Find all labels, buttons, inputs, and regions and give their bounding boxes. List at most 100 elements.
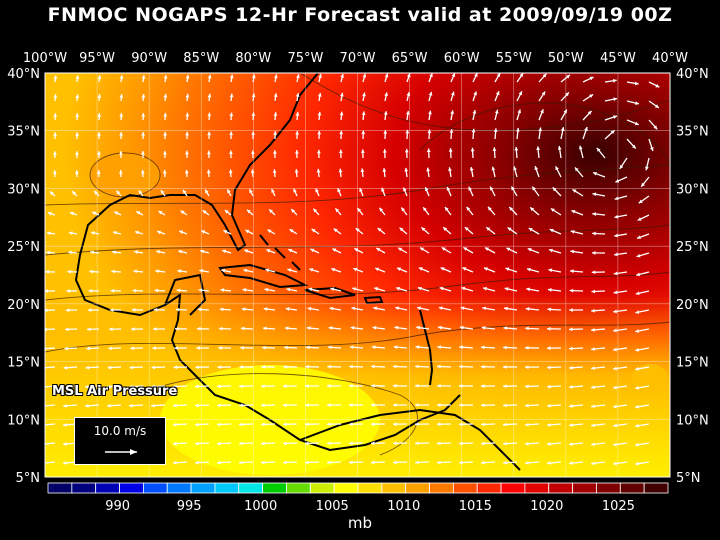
wind-arrow-head — [383, 111, 388, 115]
wind-arrow-head — [584, 127, 588, 131]
wind-arrow-head — [316, 168, 321, 173]
wind-arrow-head — [371, 383, 375, 388]
wind-arrow-head — [218, 326, 223, 331]
wind-arrow-head — [119, 132, 123, 136]
wind-arrow-head — [481, 384, 485, 388]
wind-arrow-head — [468, 186, 472, 191]
latitude-label-right: 20°N — [676, 298, 709, 313]
wind-arrow-head — [415, 383, 419, 388]
wind-arrow-head — [481, 460, 485, 465]
wind-arrow-head — [503, 460, 507, 465]
colorbar-tick-label: 995 — [177, 499, 202, 514]
wind-arrow-head — [649, 147, 654, 152]
wind-arrow-head — [286, 287, 291, 292]
wind-arrow-head — [493, 128, 498, 133]
wind-arrow-head — [239, 422, 243, 427]
wind-arrow-head — [294, 169, 299, 173]
wind-arrow-head — [459, 345, 463, 350]
map-frame — [44, 72, 671, 478]
wind-arrow-head — [635, 329, 640, 333]
wind-arrow-head — [437, 383, 441, 388]
wind-arrow-head — [592, 212, 597, 216]
wind-arrow-head — [399, 227, 404, 232]
wind-arrow-head — [593, 171, 597, 176]
wind-arrow-head — [337, 188, 341, 193]
wind-arrow-head — [437, 403, 441, 407]
wind-arrow-head — [481, 345, 485, 350]
wind-arrow-head — [550, 208, 555, 212]
wind-arrow-head — [591, 327, 595, 332]
reference-vector-box: 10.0 m/s — [74, 417, 166, 465]
wind-arrow-head — [373, 306, 378, 311]
wind-arrow-head — [114, 211, 119, 215]
wind-arrow-head — [532, 186, 536, 191]
coastlines — [74, 73, 521, 471]
wind-arrow-head — [394, 325, 399, 330]
wind-arrow-head — [327, 441, 331, 446]
wind-arrow-head — [207, 131, 212, 136]
wind-arrow-head — [441, 247, 446, 251]
colorbar-swatch — [286, 482, 311, 494]
wind-arrow-head — [52, 170, 57, 174]
wind-arrow-head — [261, 365, 265, 369]
wind-arrow-head — [206, 169, 211, 174]
wind-arrow-head — [416, 325, 421, 330]
colorbar-swatch — [214, 482, 240, 494]
wind-arrow-head — [353, 267, 358, 272]
wind-arrow-head — [134, 250, 138, 254]
wind-arrow-head — [426, 148, 431, 153]
wind-arrow-head — [547, 326, 551, 331]
wind-arrow-head — [635, 291, 640, 296]
wind-arrow-head — [261, 441, 265, 446]
wind-arrow-head — [107, 403, 111, 408]
wind-arrow-head — [459, 422, 463, 427]
wind-arrow-head — [136, 211, 141, 215]
wind-arrow-head — [251, 112, 256, 117]
wind-arrow-head — [503, 384, 507, 389]
wind-arrow-head — [295, 93, 300, 97]
wind-arrow-head — [569, 327, 573, 332]
wind-arrow-head — [53, 113, 58, 117]
wind-arrow-head — [349, 403, 353, 407]
wind-arrow-head — [382, 168, 387, 172]
wind-arrow-head — [466, 206, 471, 211]
wind-arrow-head — [654, 104, 659, 108]
colorbar-swatch — [333, 482, 359, 494]
overlay-label: MSL Air Pressure — [52, 384, 178, 399]
wind-arrow-head — [138, 190, 143, 195]
colorbar-swatch — [643, 482, 669, 494]
latitude-label-right: 15°N — [676, 356, 709, 371]
wind-arrow-head — [331, 267, 336, 272]
wind-arrow-head — [229, 112, 234, 117]
wind-arrow-head — [417, 286, 422, 291]
wind-arrow-head — [185, 74, 190, 79]
wind-arrow-head — [374, 287, 379, 291]
wind-arrow-head — [41, 385, 45, 389]
wind-arrow-head — [641, 182, 645, 187]
wind-arrow-head — [327, 403, 331, 407]
colorbar-tick-label: 1000 — [244, 499, 277, 514]
colorbar-swatch — [262, 482, 287, 494]
wind-arrow-head — [49, 191, 54, 196]
wind-arrow-head — [437, 345, 442, 350]
colorbar-tick-label: 1005 — [316, 499, 349, 514]
wind-arrow-head — [283, 403, 287, 408]
longitude-label: 80°W — [235, 51, 271, 66]
wind-arrow-head — [283, 441, 287, 446]
wind-arrow-head — [163, 112, 168, 117]
wind-arrow-head — [177, 269, 182, 273]
wind-arrow-head — [592, 192, 597, 197]
longitude-label: 40°W — [652, 51, 688, 66]
wind-arrow-head — [87, 327, 91, 332]
wind-arrow-head — [395, 306, 400, 311]
wind-arrow-head — [495, 91, 500, 96]
wind-arrow-head — [294, 150, 299, 154]
wind-arrow-head — [173, 384, 177, 389]
wind-arrow-head — [64, 346, 68, 351]
wind-arrow-head — [318, 74, 322, 78]
wind-arrow-head — [511, 186, 515, 191]
wind-arrow-head — [591, 289, 596, 294]
wind-arrow-head — [229, 131, 234, 136]
wind-arrow-head — [349, 441, 353, 446]
wind-arrow-head — [63, 442, 67, 446]
